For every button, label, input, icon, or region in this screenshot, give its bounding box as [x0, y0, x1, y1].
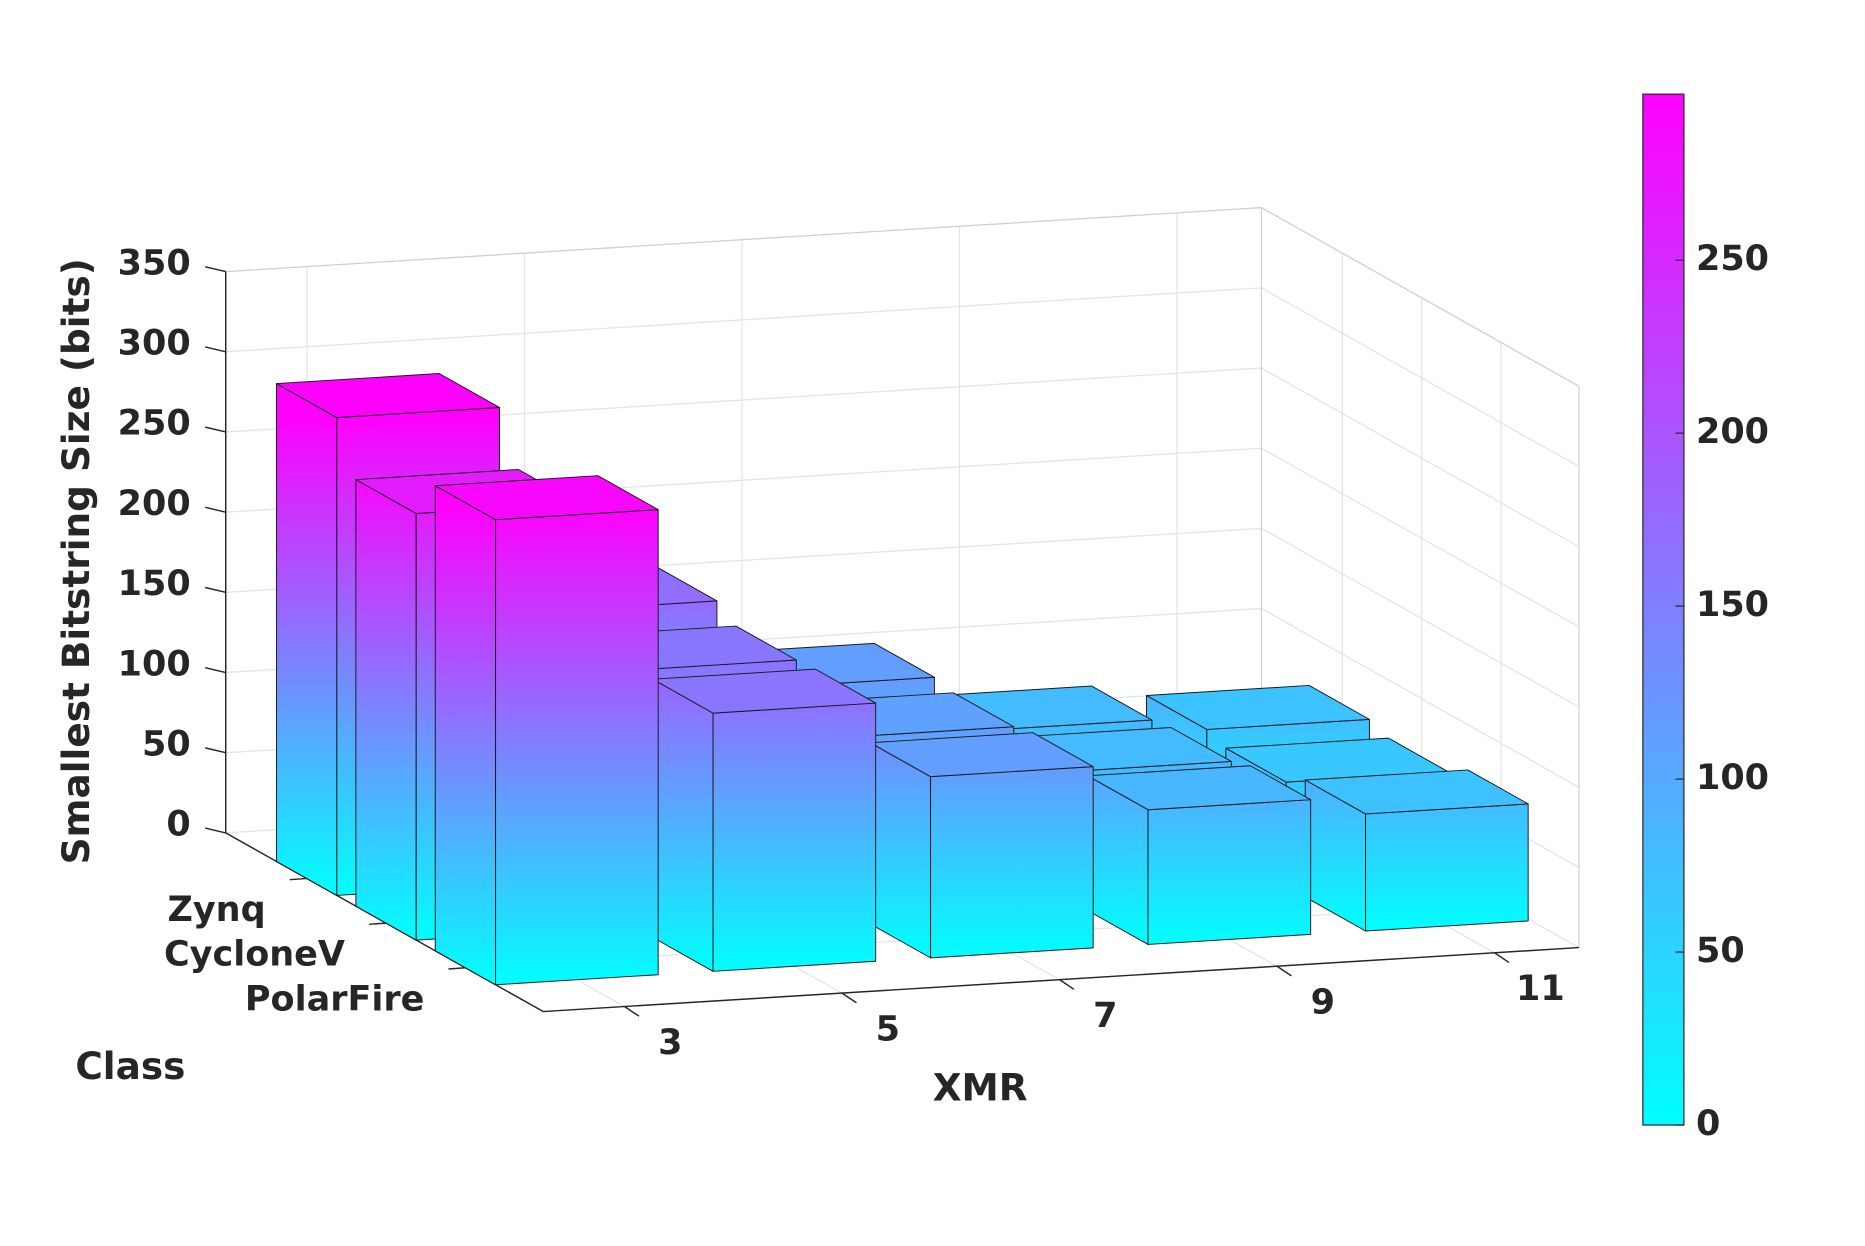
z-tick [205, 586, 226, 594]
bar-top [1087, 765, 1312, 811]
colorbar-tick-label: 150 [1696, 585, 1769, 625]
x-tick-label: 3 [658, 1023, 682, 1063]
z-axis-title: Smallest Bitstring Size (bits) [54, 258, 98, 864]
bar-side [652, 678, 714, 972]
bar [869, 732, 1094, 959]
x-tick-label: 7 [1093, 996, 1117, 1036]
bar-side [434, 485, 497, 986]
z-tick [205, 666, 226, 674]
z-tick [205, 346, 226, 353]
z-tick [205, 266, 226, 273]
z-tick-label: 350 [118, 243, 191, 283]
z-tick-label: 50 [142, 724, 191, 764]
z-tick [205, 426, 226, 433]
colorbar-tick-label: 100 [1696, 758, 1769, 798]
x-tick-label: 9 [1311, 983, 1335, 1023]
colorbar-tick-label: 50 [1696, 931, 1745, 971]
bar [1304, 769, 1529, 932]
bar-top [1304, 769, 1529, 815]
z-tick-label: 0 [166, 805, 190, 845]
colorbar [1642, 93, 1685, 1126]
z-tick-label: 200 [118, 484, 191, 524]
x-axis-title: XMR [933, 1066, 1028, 1110]
x-tick [1059, 979, 1075, 990]
bar-front [712, 702, 877, 972]
colorbar-tick-label: 200 [1696, 412, 1769, 452]
y-tick-label: Zynq [167, 890, 265, 930]
bar-side [869, 742, 932, 959]
y-axis-title: Class [75, 1044, 185, 1088]
bar-top [652, 668, 877, 714]
bar-top [869, 732, 1094, 778]
bar-front [930, 766, 1094, 959]
y-tick [448, 967, 466, 970]
bar-front [1147, 799, 1312, 945]
bar-top [1146, 684, 1370, 730]
bar-side [355, 479, 417, 941]
x-tick [1276, 965, 1292, 977]
z-tick [205, 506, 226, 513]
x-tick [841, 992, 857, 1004]
bar-top [434, 475, 659, 521]
y-tick [289, 877, 307, 881]
colorbar-tick-label: 0 [1696, 1104, 1720, 1144]
bar-front [495, 509, 659, 986]
z-tick [205, 747, 226, 754]
bar [434, 475, 659, 986]
bar [652, 668, 877, 972]
z-tick-label: 150 [118, 564, 191, 604]
grid-line [225, 207, 1580, 387]
bar-front [1365, 803, 1529, 932]
colorbar-tick-label: 250 [1696, 239, 1769, 279]
bar [1087, 765, 1312, 945]
x-tick [624, 1005, 640, 1017]
y-tick-label: CycloneV [164, 935, 345, 975]
y-tick [369, 922, 387, 926]
z-tick [205, 827, 226, 834]
z-tick-label: 100 [118, 644, 191, 684]
x-tick-label: 11 [1516, 969, 1565, 1009]
y-tick-label: PolarFire [245, 979, 424, 1019]
z-tick-label: 250 [118, 404, 191, 444]
bar-top [276, 373, 500, 419]
x-tick-label: 5 [876, 1010, 900, 1050]
x-tick [1494, 952, 1510, 964]
bar-side [276, 383, 338, 896]
z-tick-label: 300 [118, 324, 191, 364]
